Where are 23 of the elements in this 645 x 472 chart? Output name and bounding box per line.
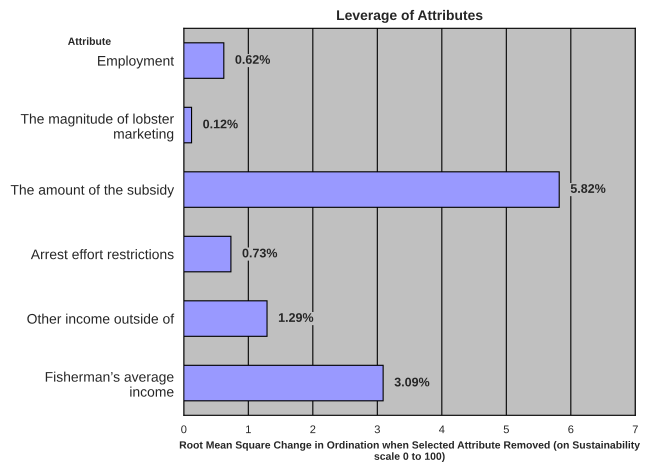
y-tick-label: The magnitude of lobster marketing [20,114,174,142]
x-axis-title: Root Mean Square Change in Ordination when Selected Attribute Removed (on Sustainability scale 0 to 100) [180,440,640,462]
x-tick-label: 7 [632,425,638,434]
x-tick-label: 6 [568,425,574,434]
data-label: 0.62% [235,55,270,64]
x-tick-label: 1 [246,425,251,434]
y-axis-title: Attribute [68,37,111,45]
y-tick-label: Arrest effort restrictions [30,249,174,260]
data-label: 3.09% [394,378,430,386]
x-tick-label: 0 [181,425,186,434]
x-tick-label: 4 [438,425,445,434]
x-tick-label: 2 [310,425,316,434]
data-label: 5.82% [570,184,606,193]
x-tick-label: 3 [374,425,380,434]
data-label: 1.29% [278,313,314,322]
data-label: 0.12% [203,120,238,128]
y-tick-label: The amount of the subsidy [10,184,174,198]
data-label: 0.73% [242,248,278,258]
y-tick-label: Other income outside of [27,314,174,324]
y-tick-label: Employment [98,56,174,68]
x-tick-label: 5 [504,425,509,434]
chart-title: Leverage of Attributes [337,10,482,23]
y-tick-label: Fisherman’s average income [46,372,174,397]
